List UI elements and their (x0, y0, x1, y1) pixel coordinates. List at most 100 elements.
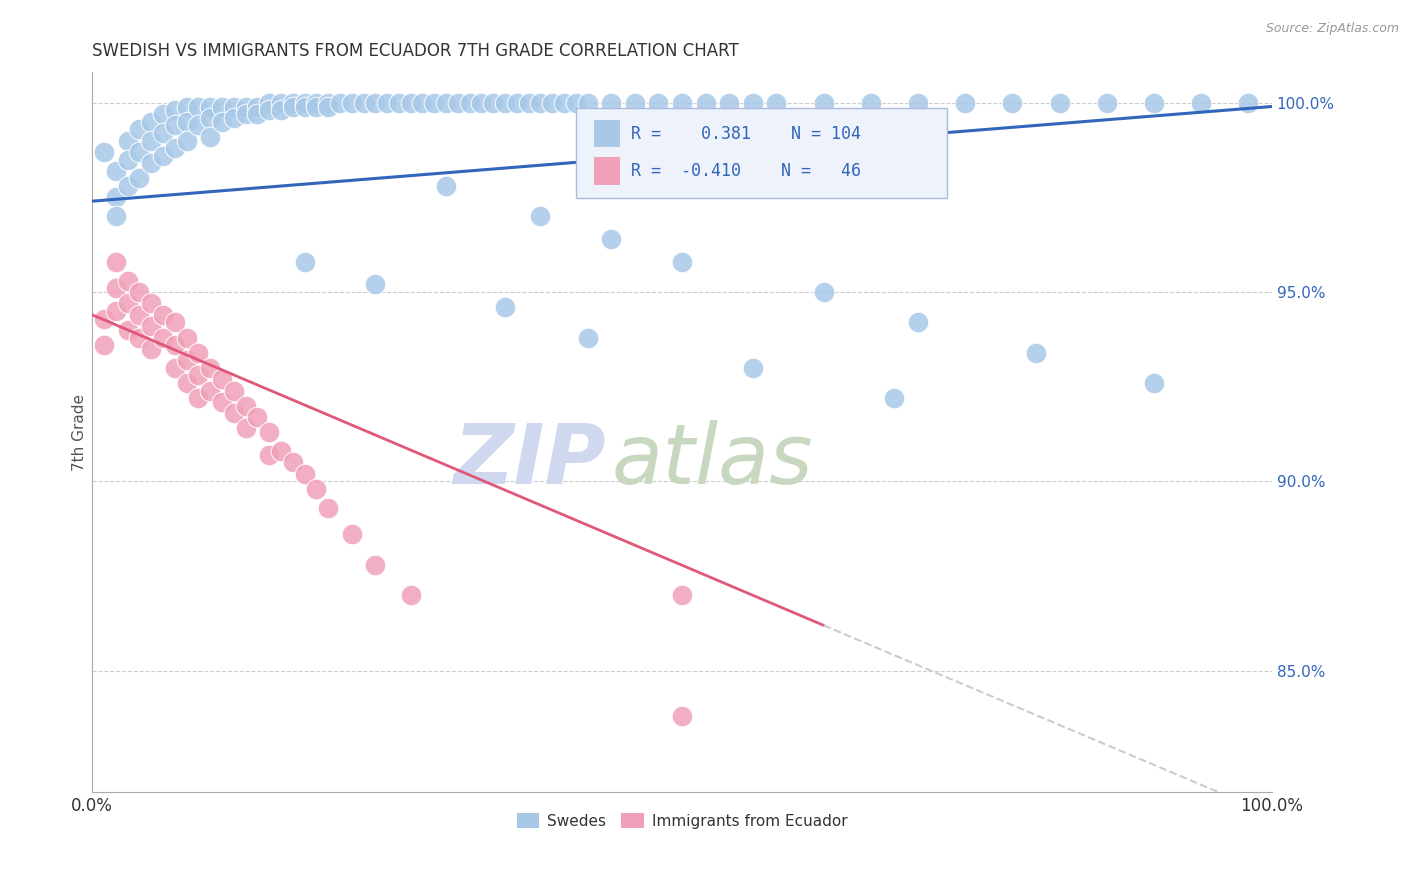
Bar (593, 157, 620, 185)
Point (281, 95, 304, 110)
FancyBboxPatch shape (576, 109, 948, 198)
Point (211, 395, 233, 409)
Point (246, 107, 269, 121)
Point (671, 588, 693, 602)
Point (883, 391, 905, 405)
Text: ZIP: ZIP (453, 420, 606, 501)
Text: SWEDISH VS IMMIGRANTS FROM ECUADOR 7TH GRADE CORRELATION CHART: SWEDISH VS IMMIGRANTS FROM ECUADOR 7TH G… (93, 42, 740, 60)
Point (141, 319, 163, 334)
Point (765, 95, 787, 110)
Point (305, 95, 328, 110)
Point (953, 95, 976, 110)
Point (128, 330, 150, 344)
Point (246, 99, 269, 113)
Point (1143, 95, 1166, 110)
Point (671, 254, 693, 268)
Point (482, 95, 505, 110)
Point (576, 330, 599, 344)
Point (257, 448, 280, 462)
Point (104, 210, 127, 224)
Point (375, 95, 398, 110)
Point (187, 99, 209, 113)
Point (316, 500, 339, 515)
Point (187, 391, 209, 405)
Point (152, 107, 174, 121)
Point (458, 95, 481, 110)
Point (907, 315, 929, 329)
Point (294, 99, 316, 113)
Point (198, 129, 221, 144)
Point (198, 111, 221, 125)
Point (1001, 95, 1024, 110)
Bar (593, 120, 620, 147)
Point (576, 95, 599, 110)
Point (695, 95, 717, 110)
Point (388, 95, 411, 110)
Point (128, 122, 150, 136)
Point (141, 134, 163, 148)
Point (235, 107, 257, 121)
Point (176, 353, 198, 368)
Point (600, 232, 623, 246)
Y-axis label: 7th Grade: 7th Grade (72, 393, 87, 471)
Point (176, 330, 198, 344)
Point (128, 308, 150, 322)
Point (399, 95, 422, 110)
Point (517, 95, 540, 110)
Point (176, 134, 198, 148)
Point (235, 399, 257, 413)
Point (104, 304, 127, 318)
Point (104, 281, 127, 295)
Point (222, 99, 245, 113)
Point (163, 103, 186, 118)
Point (235, 99, 257, 113)
Point (117, 323, 139, 337)
Point (647, 95, 669, 110)
Point (281, 455, 304, 469)
Point (222, 384, 245, 398)
Point (353, 95, 375, 110)
Point (141, 296, 163, 310)
Point (257, 95, 280, 110)
Point (364, 95, 387, 110)
Point (187, 345, 209, 359)
Point (211, 114, 233, 128)
Point (1095, 95, 1118, 110)
Point (152, 149, 174, 163)
Point (671, 709, 693, 723)
Point (565, 95, 588, 110)
Point (600, 95, 623, 110)
Point (364, 277, 387, 292)
Point (1143, 376, 1166, 390)
Point (176, 114, 198, 128)
Point (257, 103, 280, 118)
Point (222, 111, 245, 125)
Point (316, 95, 339, 110)
Point (152, 308, 174, 322)
Point (141, 156, 163, 170)
Point (813, 95, 835, 110)
Point (198, 99, 221, 113)
Point (270, 103, 292, 118)
Point (270, 95, 292, 110)
Point (104, 190, 127, 204)
Point (117, 296, 139, 310)
Point (741, 360, 763, 375)
Point (211, 372, 233, 386)
Legend: Swedes, Immigrants from Ecuador: Swedes, Immigrants from Ecuador (510, 806, 853, 835)
Point (294, 467, 316, 481)
Point (340, 95, 363, 110)
Point (257, 425, 280, 440)
Point (294, 95, 316, 110)
Point (163, 338, 186, 352)
Point (235, 421, 257, 435)
Point (364, 558, 387, 572)
Point (141, 114, 163, 128)
Point (1237, 95, 1260, 110)
Point (163, 315, 186, 329)
Point (294, 254, 316, 268)
Point (163, 119, 186, 133)
Point (198, 360, 221, 375)
Point (907, 95, 929, 110)
Point (494, 300, 516, 314)
